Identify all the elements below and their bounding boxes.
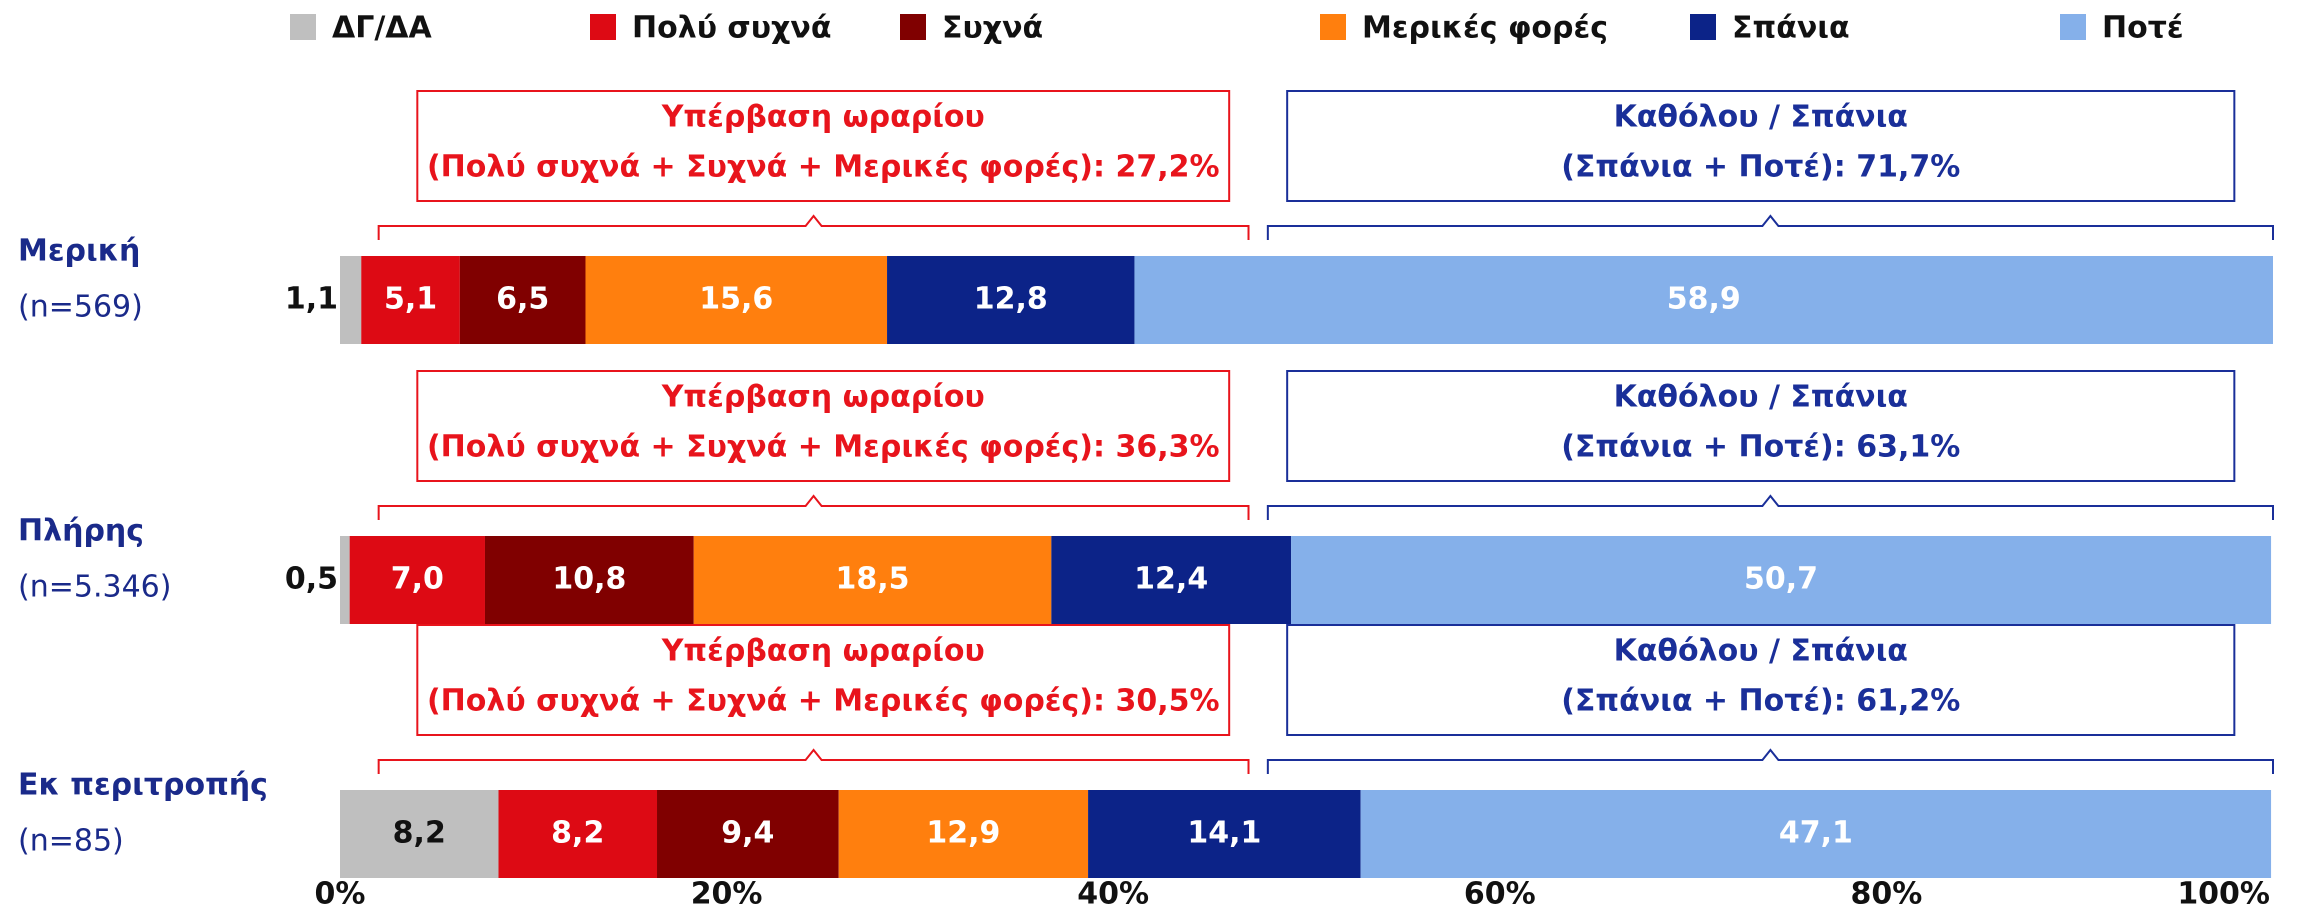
annotation-box [1286, 90, 2236, 202]
bar-segment [1360, 790, 2272, 878]
category-note: (n=5.346) [18, 570, 171, 605]
bar-segment [361, 256, 460, 344]
value-label: 15,6 [699, 282, 773, 317]
value-label: 9,4 [721, 816, 774, 851]
value-label: 8,2 [393, 816, 446, 851]
value-label: 5,1 [384, 282, 437, 317]
value-label: 12,9 [926, 816, 1000, 851]
annotation-text: (Πολύ συχνά + Συχνά + Μερικές φορές): 36… [427, 430, 1220, 465]
value-label: 1,1 [285, 282, 338, 317]
legend-label: Μερικές φορές [1362, 11, 1608, 46]
annotation-text: (Σπάνια + Ποτέ): 71,7% [1561, 150, 1960, 185]
annotation-text: Καθόλου / Σπάνια [1614, 100, 1908, 135]
annotation-text: Υπέρβαση ωραρίου [661, 380, 985, 415]
bracket [1266, 748, 2274, 774]
x-tick-label: 60% [1464, 877, 1536, 910]
value-label: 12,8 [974, 282, 1048, 317]
bar-segment [1051, 536, 1292, 624]
annotation-text: Υπέρβαση ωραρίου [661, 100, 985, 135]
category-label: Εκ περιτροπής [18, 768, 268, 803]
legend-label: Συχνά [942, 11, 1043, 46]
bracket [377, 748, 1250, 774]
value-label: 8,2 [551, 816, 604, 851]
category-label: Πλήρης [18, 514, 144, 549]
legend-swatch [1320, 14, 1346, 40]
x-tick-label: 0% [315, 877, 366, 910]
value-label: 18,5 [836, 562, 910, 597]
annotation-text: (Σπάνια + Ποτέ): 63,1% [1561, 430, 1960, 465]
value-label: 50,7 [1744, 562, 1818, 597]
value-label: 7,0 [391, 562, 444, 597]
bar-segment [1134, 256, 2273, 344]
bar-segment [838, 790, 1089, 878]
x-tick-label: 100% [2177, 877, 2270, 910]
bar-segment [340, 536, 350, 624]
bar-segment [1088, 790, 1361, 878]
annotation-text: Υπέρβαση ωραρίου [661, 634, 985, 669]
x-tick-label: 80% [1850, 877, 1922, 910]
x-tick-label: 20% [691, 877, 763, 910]
annotation-text: (Πολύ συχνά + Συχνά + Μερικές φορές): 30… [427, 684, 1220, 719]
value-label: 10,8 [552, 562, 626, 597]
bar-segment [1291, 536, 2272, 624]
bar-segment [340, 790, 499, 878]
annotation-box [1286, 370, 2236, 482]
legend-label: Πολύ συχνά [632, 11, 831, 46]
legend-swatch [900, 14, 926, 40]
bar-segment [657, 790, 839, 878]
value-label: 58,9 [1667, 282, 1741, 317]
bar-segment [484, 536, 694, 624]
legend-label: Ποτέ [2102, 11, 2184, 46]
bracket [377, 494, 1250, 520]
bar-segment [693, 536, 1052, 624]
bar-segment [349, 536, 485, 624]
annotation-text: (Πολύ συχνά + Συχνά + Μερικές φορές): 27… [427, 150, 1220, 185]
bar-segment [340, 256, 362, 344]
category-note: (n=569) [18, 290, 143, 325]
legend-label: ΔΓ/ΔΑ [332, 11, 433, 46]
legend-swatch [1690, 14, 1716, 40]
annotation-text: Καθόλου / Σπάνια [1614, 380, 1908, 415]
category-note: (n=85) [18, 824, 124, 859]
annotation-box [416, 624, 1231, 736]
value-label: 12,4 [1134, 562, 1208, 597]
value-label: 0,5 [285, 562, 338, 597]
annotation-box [1286, 624, 2236, 736]
bracket [377, 214, 1250, 240]
bracket [1266, 494, 2274, 520]
value-label: 14,1 [1187, 816, 1261, 851]
legend-swatch [590, 14, 616, 40]
x-tick-label: 40% [1077, 877, 1149, 910]
annotation-text: (Σπάνια + Ποτέ): 61,2% [1561, 684, 1960, 719]
legend-swatch [290, 14, 316, 40]
legend-swatch [2060, 14, 2086, 40]
annotation-box [416, 90, 1231, 202]
bar-segment [459, 256, 586, 344]
bracket [1266, 214, 2274, 240]
annotation-text: Καθόλου / Σπάνια [1614, 634, 1908, 669]
value-label: 47,1 [1779, 816, 1853, 851]
category-label: Μερική [18, 234, 140, 269]
bar-segment [498, 790, 658, 878]
bar-segment [887, 256, 1135, 344]
bar-segment [585, 256, 888, 344]
value-label: 6,5 [496, 282, 549, 317]
annotation-box [416, 370, 1231, 482]
legend-label: Σπάνια [1732, 11, 1850, 46]
